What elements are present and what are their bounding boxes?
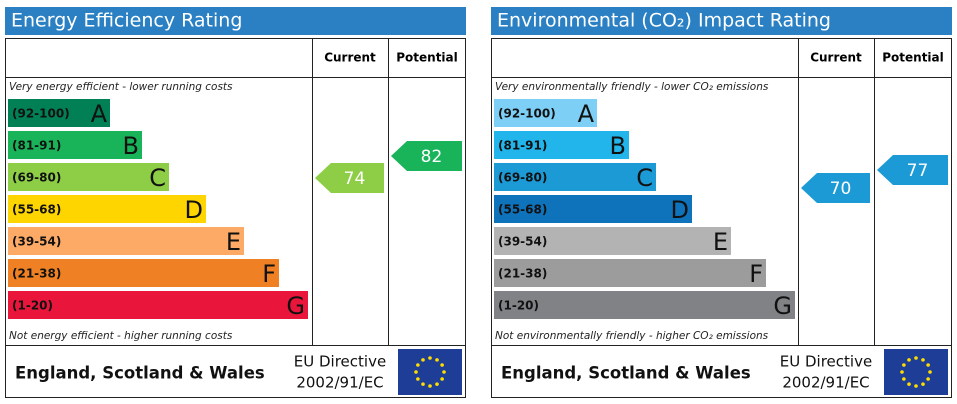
column-header: Current — [324, 51, 376, 65]
band-range: (1-20) — [498, 299, 539, 313]
band-range: (55-68) — [12, 203, 61, 217]
panel-frame — [5, 38, 466, 398]
band-letter: A — [91, 100, 108, 128]
flag-star — [907, 382, 911, 386]
rating-band — [8, 99, 110, 127]
footer-directive: 2002/91/EC — [782, 374, 869, 392]
rating-band — [494, 99, 597, 127]
footer-directive: EU Directive — [294, 353, 386, 371]
panel-title: Environmental (CO₂) Impact Rating — [497, 10, 831, 32]
rating-arrow — [877, 155, 948, 185]
band-letter: D — [671, 196, 689, 224]
flag-star — [414, 370, 418, 374]
bottom-note: Not energy efficient - higher running co… — [9, 330, 233, 342]
rating-band — [8, 259, 279, 287]
flag-star — [926, 363, 930, 367]
band-range: (21-38) — [498, 267, 547, 281]
rating-band — [8, 291, 308, 319]
top-note: Very environmentally friendly - lower CO… — [495, 81, 769, 93]
flag-star — [440, 363, 444, 367]
band-range: (39-54) — [12, 235, 61, 249]
rating-panel: Environmental (CO₂) Impact Rating Current… — [491, 7, 952, 398]
title-bar — [5, 7, 466, 35]
band-letter: B — [123, 132, 139, 160]
rating-band — [494, 227, 731, 255]
rating-band — [494, 259, 766, 287]
footer-directive: EU Directive — [780, 353, 872, 371]
flag-star — [914, 384, 918, 388]
flag-star — [435, 382, 439, 386]
band-letter: F — [262, 260, 276, 288]
flag-star — [442, 370, 446, 374]
band-letter: G — [286, 292, 305, 320]
band-range: (92-100) — [12, 107, 70, 121]
band-letter: E — [713, 228, 728, 256]
rating-band — [8, 163, 169, 191]
rating-value: 74 — [344, 169, 366, 189]
footer-region: England, Scotland & Wales — [15, 364, 265, 383]
rating-value: 77 — [907, 161, 929, 181]
flag-star — [428, 384, 432, 388]
flag-star — [416, 377, 420, 381]
band-range: (81-91) — [12, 139, 61, 153]
rating-band — [8, 131, 142, 159]
panel-title: Energy Efficiency Rating — [11, 10, 242, 32]
band-range: (81-91) — [498, 139, 547, 153]
column-header: Current — [810, 51, 862, 65]
rating-band — [494, 131, 629, 159]
band-letter: E — [226, 228, 241, 256]
column-header: Potential — [882, 51, 944, 65]
band-range: (92-100) — [498, 107, 556, 121]
rating-panel: Energy Efficiency Rating Current Potential… — [5, 7, 466, 398]
panel-frame — [491, 38, 952, 398]
flag-star — [902, 363, 906, 367]
band-letter: A — [578, 100, 595, 128]
rating-band — [494, 195, 692, 223]
flag-star — [902, 377, 906, 381]
flag-star — [907, 358, 911, 362]
footer-directive: 2002/91/EC — [296, 374, 383, 392]
title-bar — [491, 7, 952, 35]
flag-star — [921, 358, 925, 362]
flag-star — [900, 370, 904, 374]
band-letter: G — [773, 292, 792, 320]
rating-arrow — [801, 173, 870, 203]
flag-star — [435, 358, 439, 362]
eu-flag — [884, 349, 948, 395]
flag-star — [914, 356, 918, 360]
rating-band — [494, 291, 795, 319]
flag-star — [926, 377, 930, 381]
band-letter: C — [149, 164, 166, 192]
eu-flag — [398, 349, 462, 395]
column-header: Potential — [396, 51, 458, 65]
band-letter: F — [749, 260, 763, 288]
band-range: (55-68) — [498, 203, 547, 217]
flag-star — [421, 382, 425, 386]
band-range: (69-80) — [498, 171, 547, 185]
flag-star — [428, 356, 432, 360]
top-note: Very energy efficient - lower running co… — [9, 81, 233, 93]
band-range: (39-54) — [498, 235, 547, 249]
flag-star — [416, 363, 420, 367]
rating-arrow — [315, 163, 384, 193]
rating-value: 82 — [421, 147, 443, 167]
bottom-note: Not environmentally friendly - higher CO… — [495, 330, 769, 342]
band-range: (69-80) — [12, 171, 61, 185]
band-letter: B — [610, 132, 626, 160]
rating-value: 70 — [830, 179, 852, 199]
rating-band — [8, 195, 206, 223]
band-letter: C — [636, 164, 653, 192]
band-range: (1-20) — [12, 299, 53, 313]
flag-star — [928, 370, 932, 374]
band-range: (21-38) — [12, 267, 61, 281]
rating-band — [494, 163, 656, 191]
footer-region: England, Scotland & Wales — [501, 364, 751, 383]
rating-band — [8, 227, 244, 255]
flag-star — [440, 377, 444, 381]
flag-star — [421, 358, 425, 362]
rating-arrow — [391, 141, 462, 171]
flag-star — [921, 382, 925, 386]
band-letter: D — [185, 196, 203, 224]
